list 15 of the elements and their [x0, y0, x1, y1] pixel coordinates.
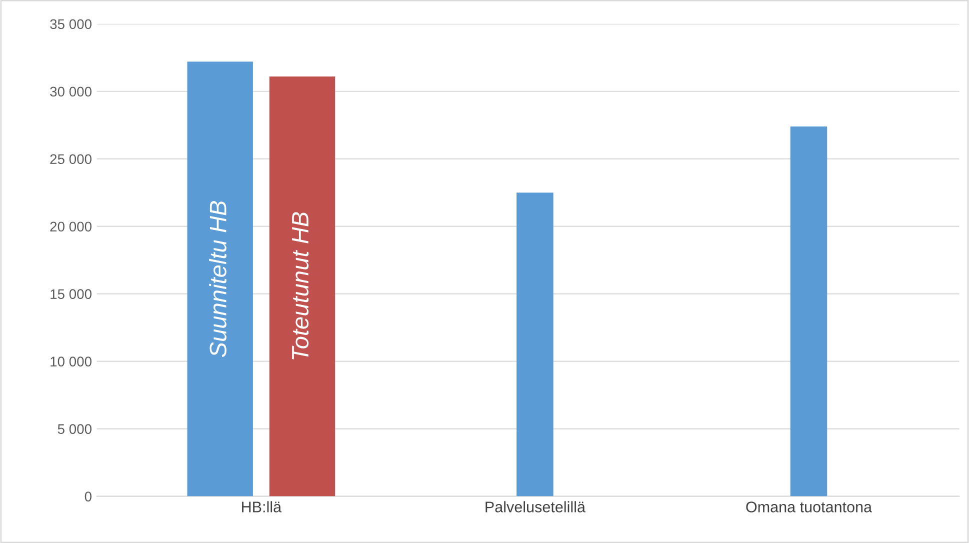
series-label: Suunniteltu HB: [209, 201, 226, 358]
x-tick-label: HB:llä: [242, 501, 282, 512]
y-tick-label: 0: [84, 492, 92, 502]
y-tick-label: 20 000: [50, 222, 92, 232]
series-label: Toteutunut HB: [292, 212, 309, 360]
y-tick-label: 35 000: [50, 19, 92, 30]
y-tick-label: 30 000: [50, 86, 92, 97]
bar: [790, 126, 828, 496]
y-tick-label: 25 000: [50, 154, 92, 164]
x-tick-label: Omana tuotantona: [746, 502, 872, 512]
y-tick-label: 10 000: [50, 356, 92, 366]
y-tick-label: 15 000: [50, 289, 92, 300]
bar: [269, 76, 336, 496]
y-tick-label: 5 000: [58, 424, 92, 434]
x-tick-label: Palvelusetelillä: [486, 501, 586, 512]
